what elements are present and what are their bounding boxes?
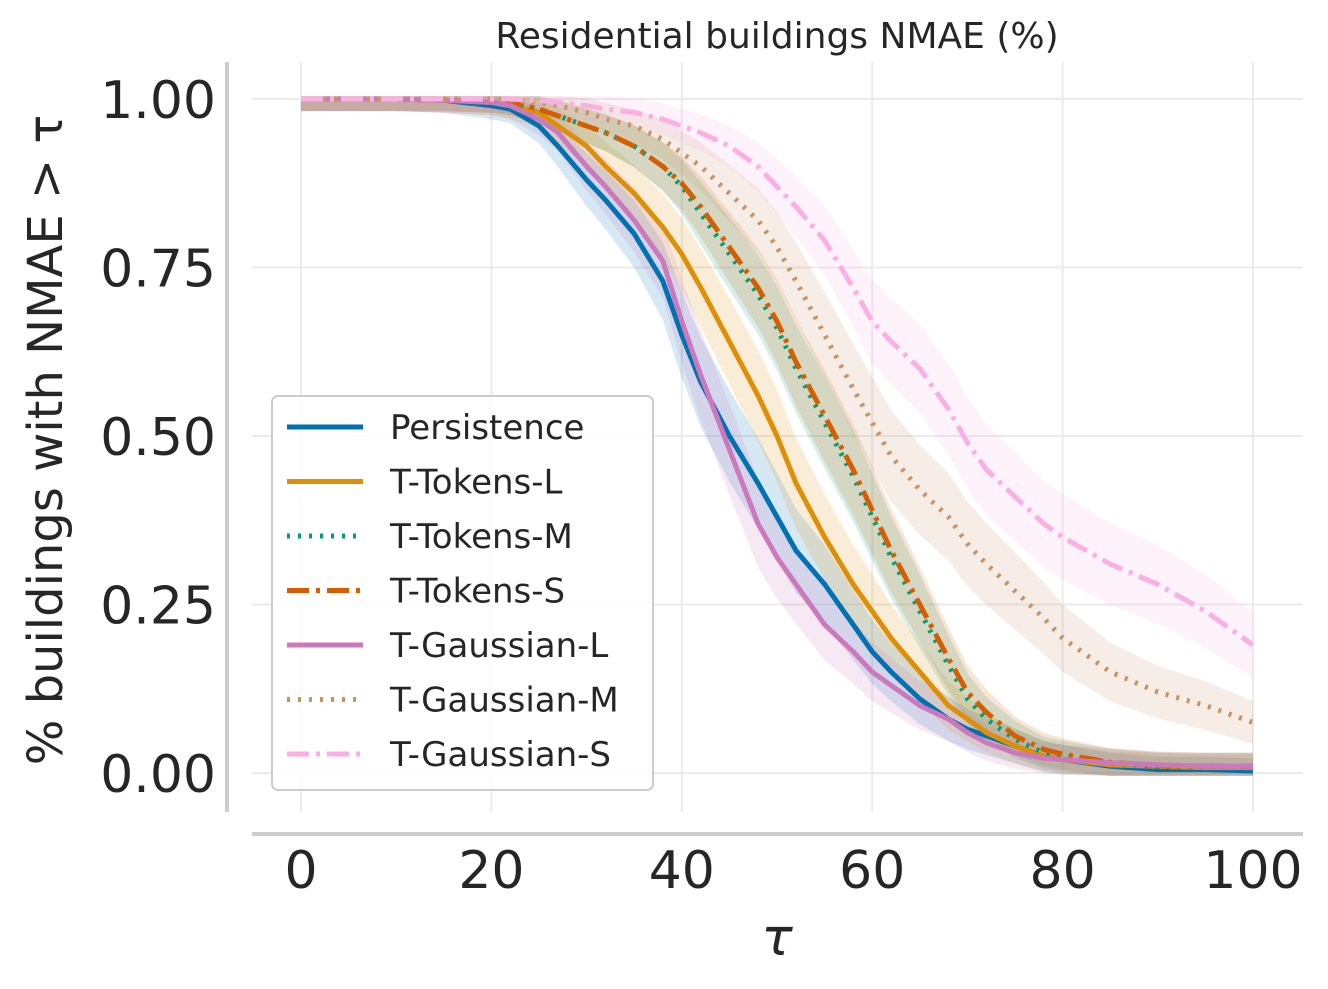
y-tick-labels: 0.00 0.25 0.50 0.75 1.00 <box>100 71 216 805</box>
legend-label-t-gaussian-m: T-Gaussian-M <box>389 681 619 721</box>
x-tick-label: 40 <box>649 841 715 901</box>
y-tick-label: 1.00 <box>100 71 216 131</box>
chart-title: Residential buildings NMAE (%) <box>495 16 1058 57</box>
y-tick-label: 0.75 <box>100 240 216 300</box>
band-t-gaussian-m <box>301 96 1253 744</box>
y-axis-label: % buildings with NMAE > τ <box>18 115 74 766</box>
x-tick-labels: 0 20 40 60 80 100 <box>284 841 1302 901</box>
legend-label-t-gaussian-s: T-Gaussian-S <box>389 735 611 775</box>
x-tick-label: 0 <box>284 841 317 901</box>
legend-label-t-gaussian-l: T-Gaussian-L <box>389 626 608 666</box>
legend-frame <box>271 395 654 791</box>
line-t-tokens-m <box>301 96 1253 769</box>
line-t-tokens-s <box>301 96 1253 769</box>
legend: Persistence T-Tokens-L T-Tokens-M T-Tokens-… <box>271 395 654 791</box>
x-tick-label: 100 <box>1203 841 1302 901</box>
x-tick-label: 60 <box>839 841 905 901</box>
y-tick-label: 0.50 <box>100 408 216 468</box>
band-t-gaussian-s <box>301 96 1253 678</box>
legend-label-t-tokens-m: T-Tokens-M <box>389 517 573 557</box>
line-t-gaussian-l <box>301 96 1253 769</box>
line-t-gaussian-s <box>301 96 1255 647</box>
legend-label-t-tokens-l: T-Tokens-L <box>389 463 563 503</box>
series-lines <box>301 96 1255 774</box>
legend-label-t-tokens-s: T-Tokens-S <box>389 572 565 612</box>
x-axis-label: τ <box>761 908 793 968</box>
y-tick-label: 0.00 <box>100 745 216 805</box>
x-tick-label: 20 <box>458 841 524 901</box>
y-tick-label: 0.25 <box>100 577 216 637</box>
legend-label-persistence: Persistence <box>390 408 584 448</box>
x-tick-label: 80 <box>1030 841 1096 901</box>
